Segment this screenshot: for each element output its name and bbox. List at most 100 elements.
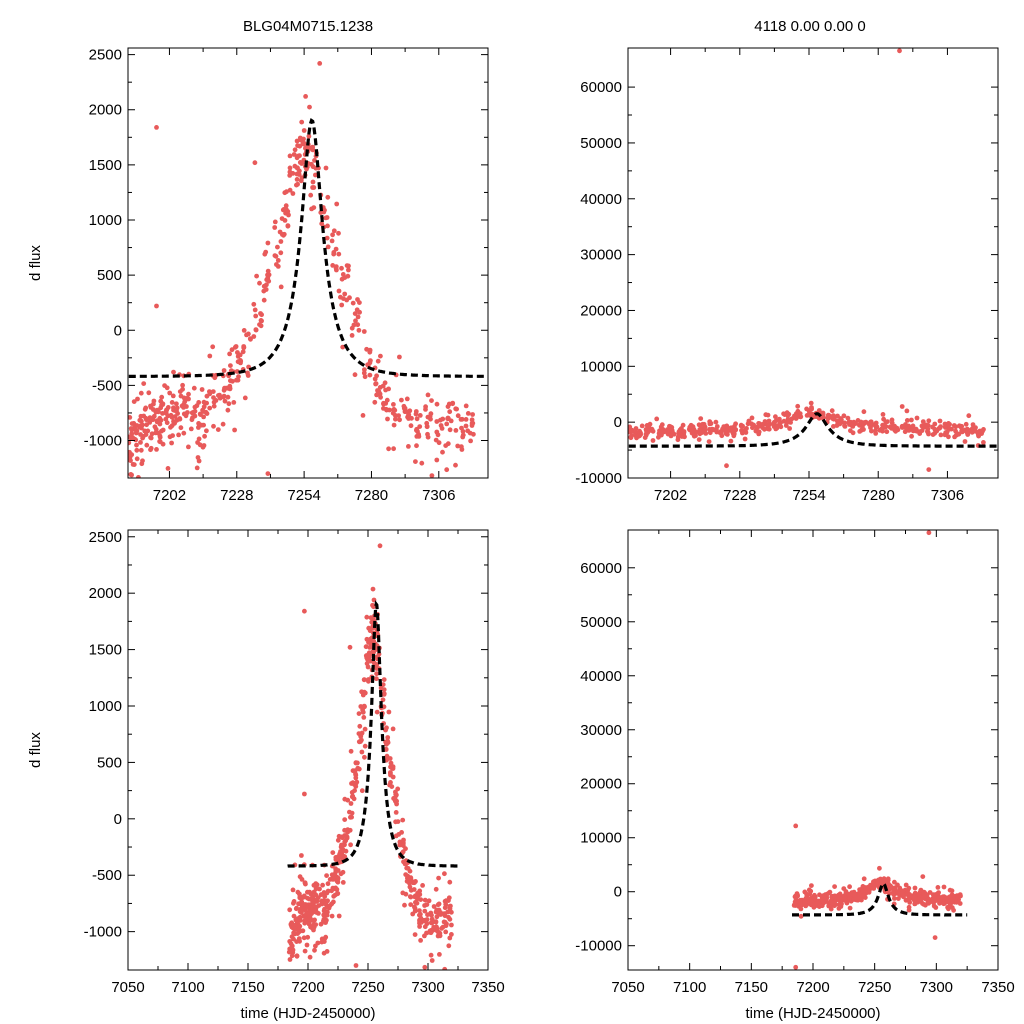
data-point xyxy=(428,411,434,417)
y-tick-label: 40000 xyxy=(580,191,622,208)
outlier-point xyxy=(353,963,359,968)
data-point xyxy=(391,446,396,452)
data-point xyxy=(194,465,200,471)
x-tick-label: 7202 xyxy=(153,487,186,504)
data-point xyxy=(829,408,835,414)
data-point xyxy=(353,784,359,789)
data-point xyxy=(136,475,141,478)
data-point xyxy=(402,405,408,411)
data-point xyxy=(934,428,940,434)
data-point xyxy=(301,128,307,133)
data-point xyxy=(429,958,435,963)
data-point xyxy=(436,440,442,446)
y-tick-label: 1000 xyxy=(89,698,122,715)
data-point xyxy=(411,887,417,892)
data-point xyxy=(409,415,414,421)
data-point xyxy=(965,432,971,437)
data-point xyxy=(827,889,833,895)
data-points xyxy=(623,48,986,472)
data-point xyxy=(804,406,809,412)
data-point xyxy=(388,764,393,770)
data-point xyxy=(225,407,231,413)
data-point xyxy=(733,421,738,427)
data-point xyxy=(851,420,857,426)
data-point xyxy=(446,914,451,920)
data-point xyxy=(308,192,314,198)
data-point xyxy=(880,428,885,434)
data-point xyxy=(299,853,304,858)
data-point xyxy=(896,896,901,901)
data-point xyxy=(847,896,853,902)
x-tick-label: 7250 xyxy=(351,979,384,996)
data-point xyxy=(743,430,749,435)
data-point xyxy=(465,411,471,416)
data-point xyxy=(407,408,413,414)
data-point xyxy=(731,431,737,437)
data-point xyxy=(295,181,300,187)
data-point xyxy=(839,417,844,423)
data-point xyxy=(895,889,901,895)
data-point xyxy=(877,865,882,871)
data-point xyxy=(138,447,144,453)
data-point xyxy=(203,409,209,415)
data-point xyxy=(181,430,187,436)
data-point xyxy=(138,390,144,396)
data-point xyxy=(314,882,320,888)
data-point xyxy=(906,423,911,429)
data-point xyxy=(386,709,392,715)
data-point xyxy=(629,433,635,438)
data-point xyxy=(749,415,755,421)
data-point xyxy=(459,425,464,431)
data-point xyxy=(416,434,422,439)
data-point xyxy=(387,407,392,413)
data-point xyxy=(465,428,471,434)
data-point xyxy=(623,431,628,436)
data-point xyxy=(422,908,428,914)
data-point xyxy=(290,887,296,893)
data-point xyxy=(129,421,135,426)
data-point xyxy=(980,428,985,434)
outlier-point xyxy=(338,294,343,300)
y-tick-label: 30000 xyxy=(580,247,622,264)
data-point xyxy=(687,424,693,430)
data-point xyxy=(791,902,797,908)
data-point xyxy=(436,875,441,881)
data-point xyxy=(170,393,176,399)
data-point xyxy=(407,868,413,874)
y-tick-label: -1000 xyxy=(84,924,122,941)
data-point xyxy=(359,788,365,794)
data-point xyxy=(949,905,955,910)
data-point xyxy=(710,427,716,433)
data-point xyxy=(643,432,649,438)
data-point xyxy=(261,288,267,294)
outlier-point xyxy=(793,964,799,970)
data-point xyxy=(901,892,907,898)
data-point xyxy=(809,883,814,888)
data-point xyxy=(141,381,147,386)
data-point xyxy=(170,433,176,438)
data-point xyxy=(697,427,703,432)
data-point xyxy=(342,833,348,838)
data-point xyxy=(183,413,189,419)
data-point xyxy=(324,890,330,896)
data-point xyxy=(953,428,958,434)
x-tick-label: 7150 xyxy=(735,979,768,996)
data-point xyxy=(680,422,686,428)
data-point xyxy=(352,311,358,316)
data-point xyxy=(628,437,629,440)
data-point xyxy=(147,420,153,425)
data-point xyxy=(949,426,954,432)
data-point xyxy=(349,333,355,338)
data-point xyxy=(221,393,227,399)
data-point xyxy=(401,837,406,843)
data-point xyxy=(935,885,941,890)
data-point xyxy=(128,457,130,463)
data-point xyxy=(309,206,314,212)
data-point xyxy=(330,850,336,855)
data-point xyxy=(248,336,253,342)
data-point xyxy=(275,264,281,269)
data-point xyxy=(397,417,402,423)
data-point xyxy=(297,923,303,929)
y-tick-label: 2500 xyxy=(89,47,122,64)
data-point xyxy=(258,323,264,329)
